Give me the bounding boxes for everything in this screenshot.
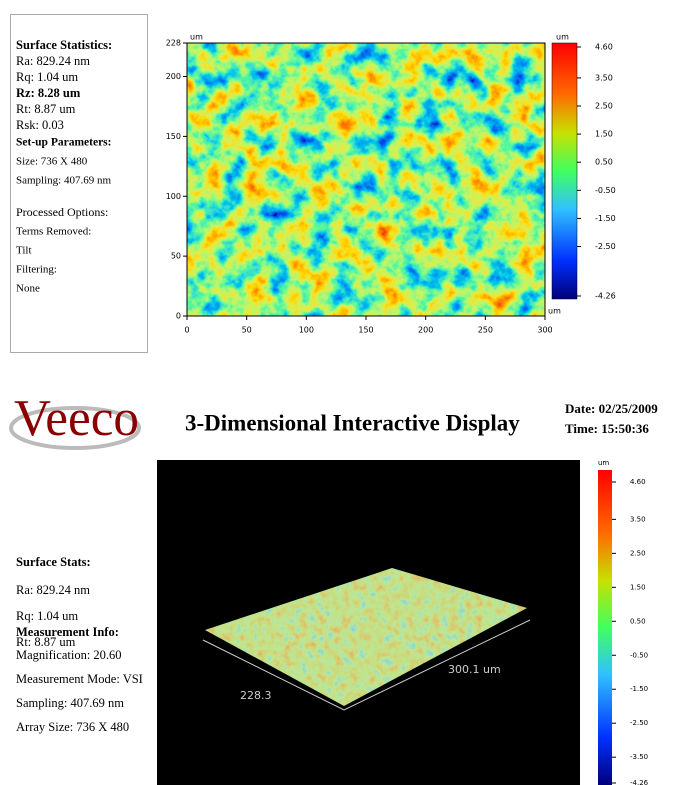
x-tick-label: 150: [358, 326, 373, 335]
colorbar-3d: [598, 470, 612, 785]
heading: Measurement Info:: [16, 625, 119, 639]
x-tick-label: 250: [478, 326, 493, 335]
heading: Set-up Parameters:: [16, 137, 111, 149]
y-axis-label: 228.3: [240, 689, 272, 702]
x-tick-label: 300: [537, 326, 552, 335]
y-unit: um: [190, 33, 203, 42]
colorbar-ticks: 4.60 3.50 2.50 1.50 0.50 -0.50 -1.50 -2.50 -4.26: [577, 43, 616, 301]
logo-swoosh: [9, 406, 141, 450]
setup: Size: 736 X 480: [16, 156, 88, 168]
x-tick-label: 0: [184, 326, 189, 335]
option: Terms Removed:: [16, 226, 91, 238]
x-tick-label: 50: [242, 326, 252, 335]
heading: Processed Options:: [16, 205, 108, 219]
colorbar-tick-label: 0.50: [595, 158, 613, 167]
colorbar-tick-label: -0.50: [595, 186, 616, 195]
stats-panel: Surface Statistics: Ra: 829.24 nm Rq: 1.04…: [16, 38, 112, 295]
colorbar: [551, 42, 578, 300]
y-tick-label: 0: [176, 312, 181, 321]
heading: Surface Stats:: [16, 555, 91, 569]
colorbar-tick-label: 2.50: [595, 102, 613, 111]
colorbar-unit-top: um: [556, 33, 569, 42]
colorbar-tick-label: 3.50: [595, 73, 613, 82]
surface-axes: [202, 619, 531, 711]
height-map-2d: [187, 43, 545, 316]
colorbar-3d-ticks: 4.60 3.50 2.50 1.50 0.50 -0.50 -1.50 -2.50 -3.50…: [612, 478, 649, 785]
time: Time: 15:50:36: [565, 421, 649, 436]
page-title: 3-Dimensional Interactive Display: [185, 410, 520, 435]
y-tick-label: 100: [166, 192, 181, 201]
option: Tilt: [16, 245, 32, 257]
y-tick-label: 150: [166, 132, 181, 141]
colorbar-tick-label: 3.50: [630, 515, 646, 523]
stat: Rq: 1.04 um: [16, 70, 78, 84]
info-panel: Surface Stats: Ra: 829.24 nm Rq: 1.04 um Rt…: [16, 555, 143, 734]
stat: Ra: 829.24 nm: [16, 54, 90, 68]
heading: Surface Statistics:: [16, 38, 112, 52]
measurement: Array Size: 736 X 480: [16, 720, 129, 734]
colorbar-tick-label: 2.50: [630, 549, 646, 557]
x-tick-label: 100: [299, 326, 314, 335]
y-tick-label: 200: [166, 72, 181, 81]
colorbar-tick-label: -2.50: [630, 719, 648, 727]
colorbar-tick-label: -1.50: [630, 685, 648, 693]
colorbar-tick-label: 4.60: [630, 478, 646, 486]
colorbar-tick-label: -3.50: [630, 753, 648, 761]
measurement: Magnification: 20.60: [16, 648, 122, 662]
setup: Sampling: 407.69 nm: [16, 175, 111, 187]
x-axis-label: 300.1 um: [448, 663, 501, 676]
colorbar-tick-label: 0.50: [630, 617, 646, 625]
date: Date: 02/25/2009: [565, 401, 658, 416]
option: Filtering:: [16, 264, 57, 276]
colorbar-3d-unit: um: [598, 459, 609, 467]
stat: Rq: 1.04 um: [16, 609, 78, 623]
colorbar-unit-bottom: um: [548, 307, 561, 316]
option: None: [16, 283, 40, 295]
stat: Ra: 829.24 nm: [16, 583, 90, 597]
logo: Veeco: [14, 390, 139, 447]
stat: Rt: 8.87 um: [16, 635, 76, 649]
colorbar-tick-label: -4.26: [595, 292, 616, 301]
colorbar-tick-label: 1.50: [630, 583, 646, 591]
colorbar-tick-label: -2.50: [595, 242, 616, 251]
colorbar-tick-label: -4.26: [630, 779, 649, 785]
y-tick-label: 228: [166, 39, 181, 48]
map-axes: 0 50 100 150 200 250 300 0 50 100 150 200 228: [166, 39, 553, 335]
measurement: Sampling: 407.69 nm: [16, 696, 124, 710]
y-tick-label: 50: [171, 252, 181, 261]
colorbar-tick-label: -1.50: [595, 214, 616, 223]
x-tick-label: 200: [418, 326, 433, 335]
colorbar-tick-label: 4.60: [595, 43, 613, 52]
stat: Rz: 8.28 um: [16, 86, 81, 100]
colorbar-tick-label: -0.50: [630, 651, 648, 659]
colorbar-tick-label: 1.50: [595, 130, 613, 139]
stat: Rt: 8.87 um: [16, 102, 76, 116]
measurement: Measurement Mode: VSI: [16, 672, 143, 686]
stats-box: [10, 14, 148, 353]
stat: Rsk: 0.03: [16, 118, 64, 132]
